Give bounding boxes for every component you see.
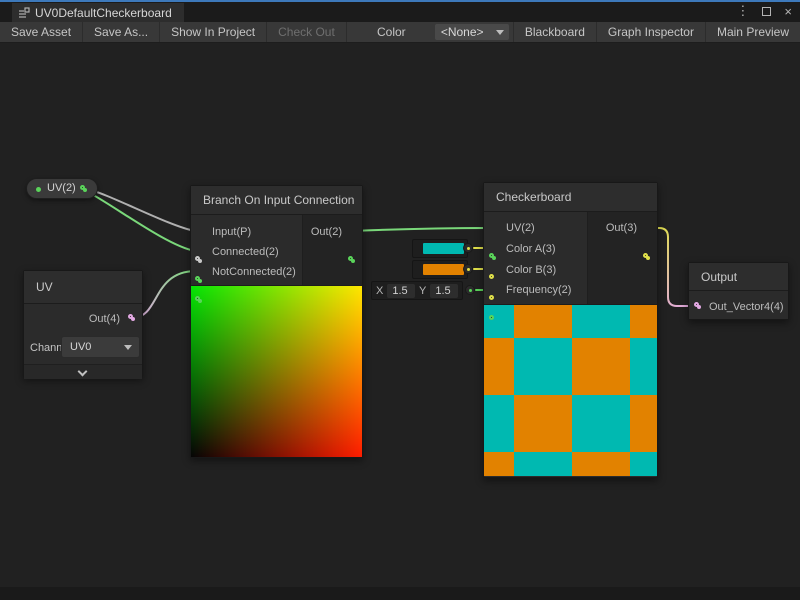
shader-graph-icon: [19, 6, 30, 18]
chevron-down-icon: [124, 345, 132, 350]
checkerboard-preview: [484, 304, 657, 476]
channel-label: Channe: [30, 342, 69, 354]
port-label-out4: Out(4): [88, 313, 120, 325]
node-checkerboard[interactable]: Checkerboard UV(2) Color A(3) Color B(3)…: [483, 182, 658, 478]
tab-uv0defaultcheckerboard[interactable]: UV0DefaultCheckerboard: [12, 3, 184, 22]
color-a-field: [412, 239, 468, 258]
port-label-out2: Out(2): [310, 226, 342, 238]
port-input-p[interactable]: [195, 256, 202, 263]
port-connected[interactable]: [195, 276, 202, 283]
show-in-project-button[interactable]: Show In Project: [160, 22, 268, 42]
port-color-b[interactable]: [489, 295, 494, 300]
collapse-button[interactable]: [24, 364, 142, 379]
color-mode-label: Color Mode: [376, 25, 407, 59]
channel-dropdown[interactable]: UV0: [61, 336, 140, 358]
color-a-connector[interactable]: [463, 243, 473, 253]
color-mode-dropdown[interactable]: <None>: [434, 24, 509, 40]
port-color-a[interactable]: [489, 274, 494, 279]
port-label-uv2: UV(2): [506, 222, 535, 234]
blackboard-button[interactable]: Blackboard: [512, 22, 596, 42]
maximize-icon[interactable]: [762, 6, 772, 16]
chevron-down-icon: [495, 30, 504, 35]
main-preview-button[interactable]: Main Preview: [704, 22, 800, 42]
node-title: UV: [24, 271, 142, 304]
frequency-connector[interactable]: [465, 285, 475, 295]
freq-y-input[interactable]: 1.5: [430, 283, 458, 298]
port-label-color-a: Color A(3): [506, 243, 556, 255]
port-out-vector4[interactable]: [694, 302, 701, 309]
color-mode-value: <None>: [440, 25, 484, 39]
chevron-down-icon: [77, 366, 88, 377]
port-label-input-p: Input(P): [212, 226, 252, 238]
color-a-swatch[interactable]: [423, 243, 464, 254]
window-accent-line: [0, 0, 800, 2]
save-as-button[interactable]: Save As...: [83, 22, 161, 42]
port-label-frequency: Frequency(2): [506, 284, 572, 296]
node-branch-on-input-connection[interactable]: Branch On Input Connection Input(P) Conn…: [190, 185, 363, 458]
tab-title: UV0DefaultCheckerboard: [35, 5, 172, 20]
port-uvprop-out[interactable]: [80, 185, 87, 192]
color-b-field: [412, 260, 468, 279]
output-section: [587, 212, 657, 304]
frequency-field: X 1.5 Y 1.5: [371, 281, 463, 300]
port-checker-uv[interactable]: [489, 253, 496, 260]
port-label-color-b: Color B(3): [506, 264, 557, 276]
color-b-swatch[interactable]: [423, 264, 464, 275]
port-label-out3: Out(3): [605, 222, 637, 234]
title-bar: UV0DefaultCheckerboard ⋮ ×: [0, 0, 800, 22]
output-section: [302, 215, 362, 285]
freq-x-input[interactable]: 1.5: [387, 283, 415, 298]
node-title: Output: [689, 263, 788, 291]
close-icon[interactable]: ×: [784, 3, 792, 19]
port-notconnected[interactable]: [195, 296, 202, 303]
port-branch-out[interactable]: [348, 256, 355, 263]
channel-value: UV0: [70, 341, 92, 353]
port-label-connected: Connected(2): [212, 246, 279, 258]
node-uv[interactable]: UV Out(4) Channe UV0: [23, 270, 143, 379]
port-checker-out[interactable]: [643, 253, 650, 260]
freq-x-label: X: [376, 284, 384, 297]
node-title: Branch On Input Connection: [191, 186, 362, 215]
graph-inspector-button[interactable]: Graph Inspector: [595, 22, 705, 42]
node-uv-property[interactable]: UV(2): [26, 178, 98, 199]
node-output[interactable]: Output Out_Vector4(4): [688, 262, 789, 320]
node-title: Checkerboard: [484, 183, 657, 212]
port-uv-out[interactable]: [128, 314, 135, 321]
save-asset-button[interactable]: Save Asset: [0, 22, 84, 42]
port-label-out-vector4: Out_Vector4(4): [709, 301, 784, 313]
property-label: UV(2): [47, 182, 76, 194]
port-label-notconnected: NotConnected(2): [212, 266, 296, 278]
branch-uv-preview: [191, 285, 362, 457]
freq-y-label: Y: [419, 284, 427, 297]
toolbar: Save Asset Save As... Show In Project Ch…: [0, 22, 800, 59]
menu-icon[interactable]: ⋮: [736, 3, 750, 18]
port-frequency[interactable]: [489, 315, 494, 320]
check-out-button: Check Out: [267, 22, 347, 42]
property-dot: [36, 187, 41, 192]
color-b-connector[interactable]: [463, 264, 473, 274]
bottom-strip: [0, 587, 800, 600]
